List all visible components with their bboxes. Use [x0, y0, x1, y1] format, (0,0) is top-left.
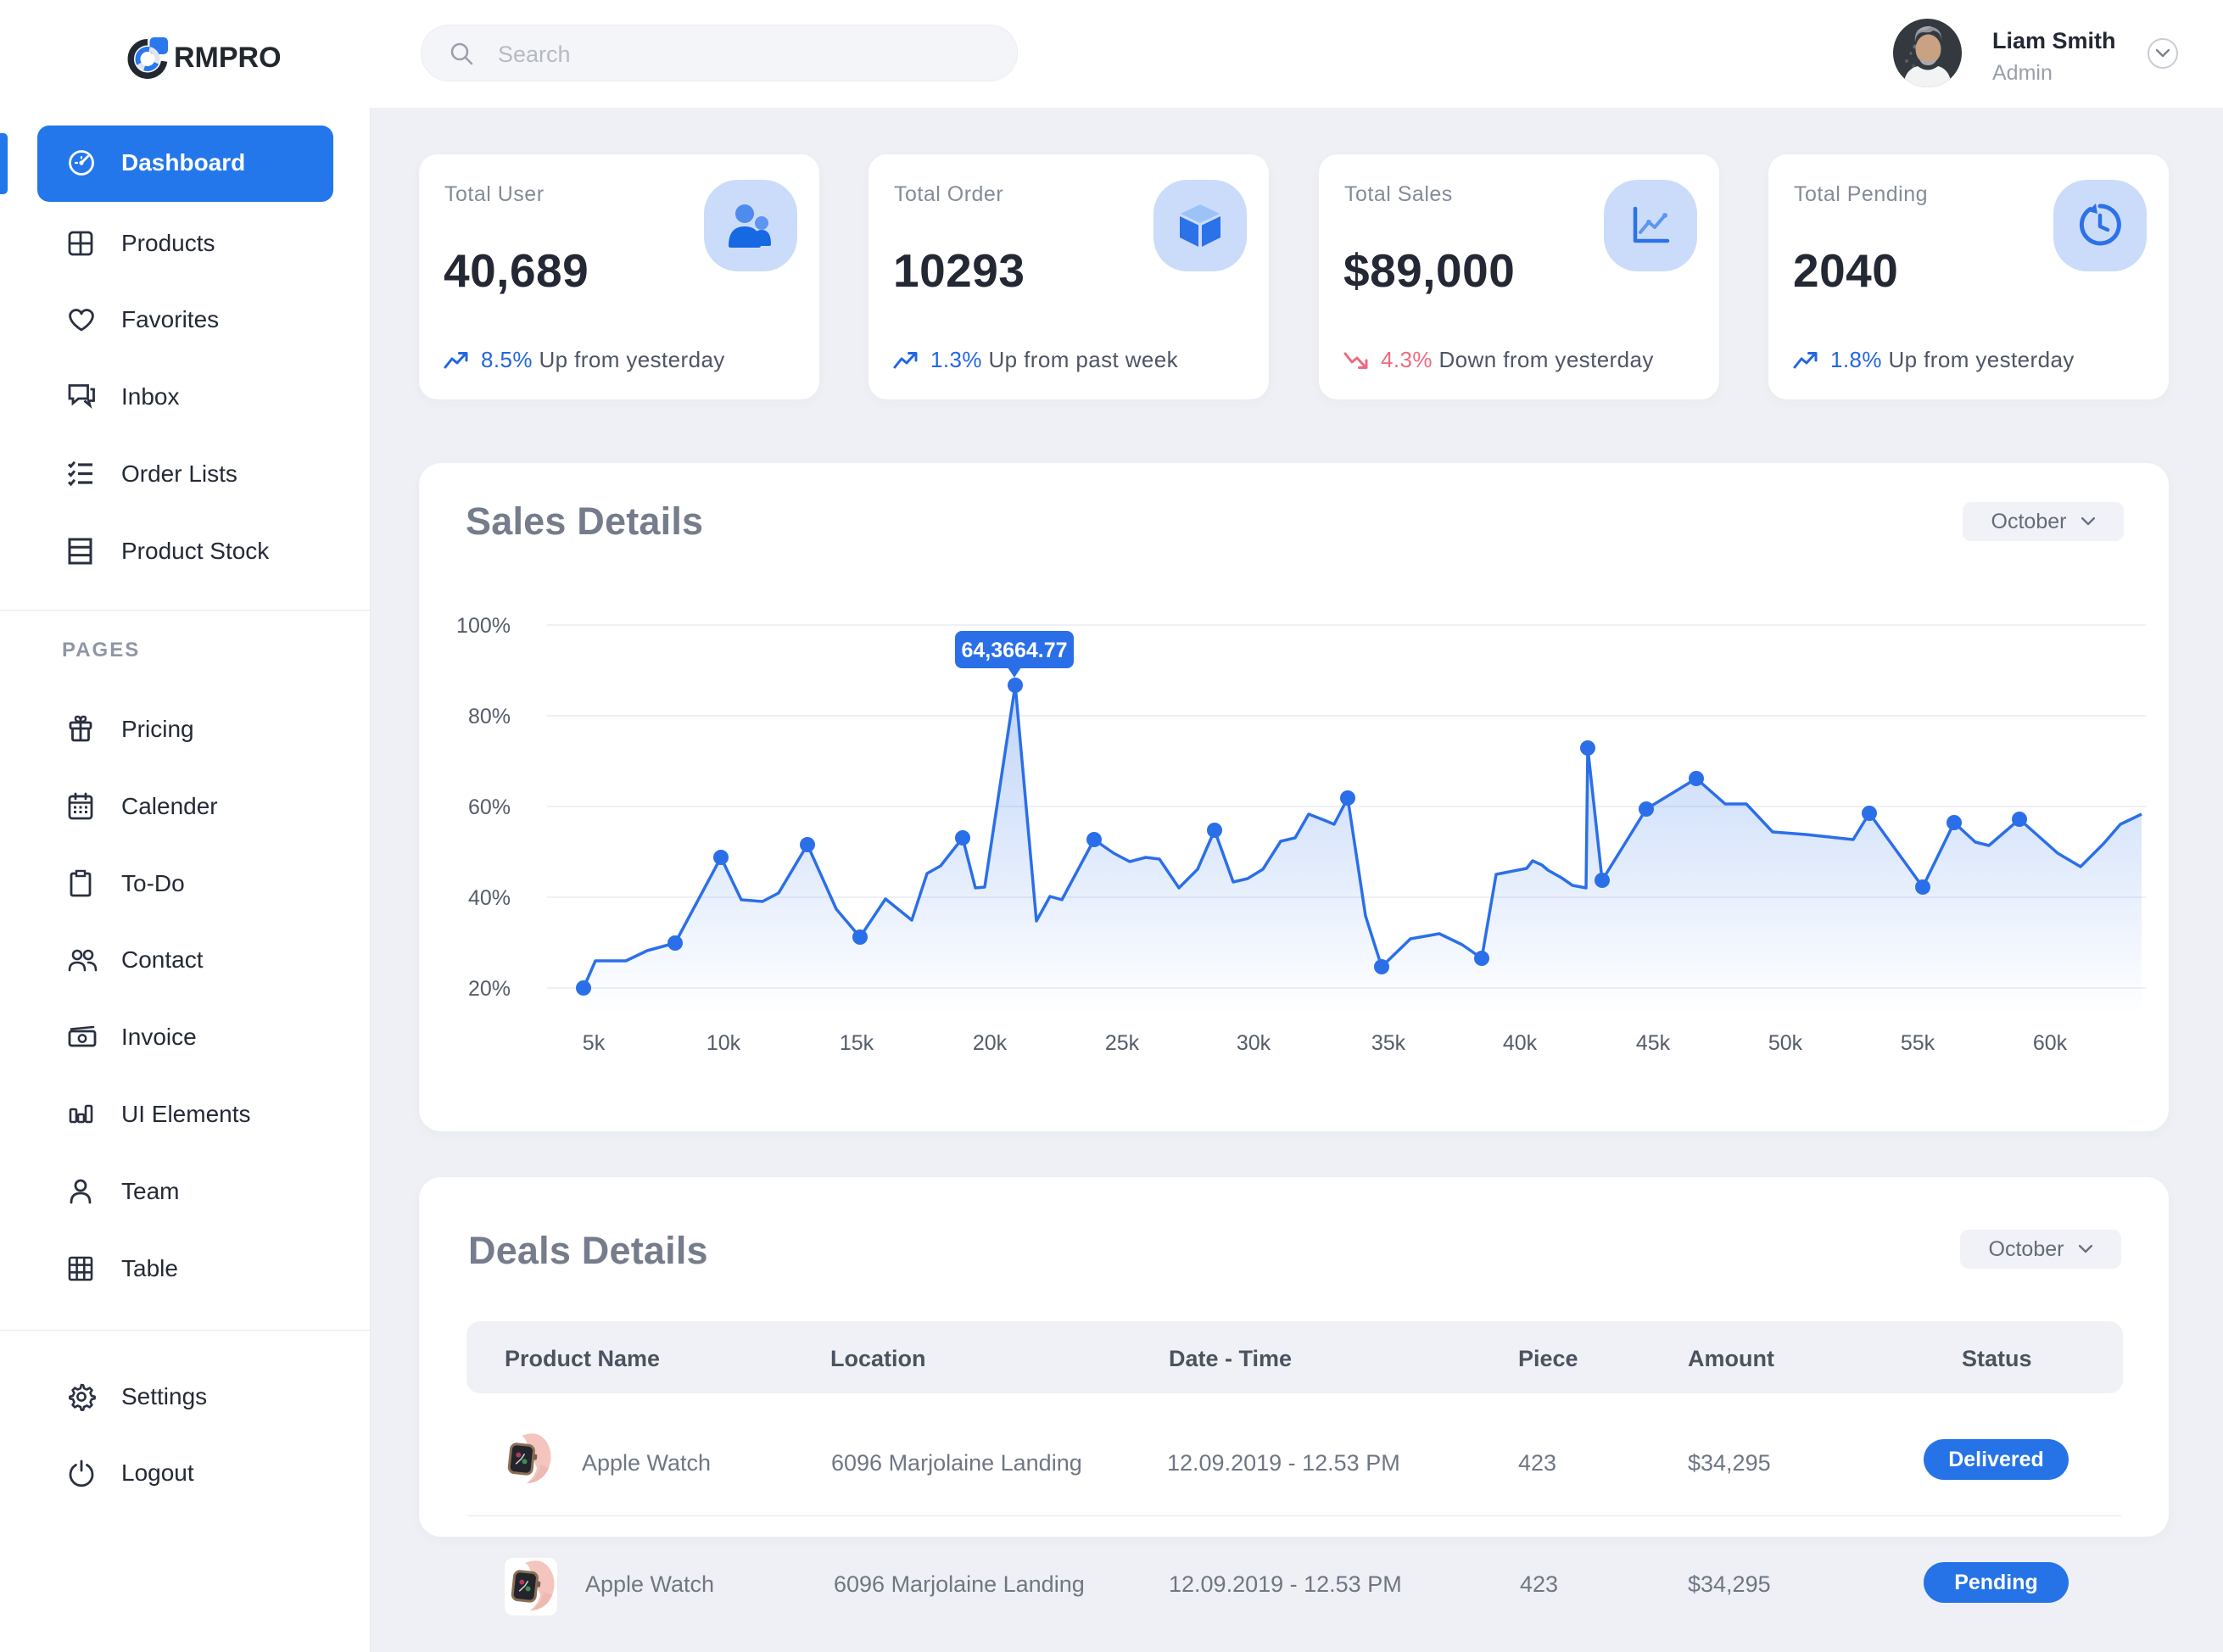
svg-text:55k: 55k — [1901, 1031, 1935, 1055]
svg-text:45k: 45k — [1636, 1031, 1671, 1055]
svg-text:100%: 100% — [456, 614, 511, 638]
svg-text:80%: 80% — [468, 705, 511, 728]
svg-text:20k: 20k — [973, 1031, 1008, 1055]
svg-text:40%: 40% — [468, 886, 511, 910]
svg-text:5k: 5k — [583, 1031, 606, 1055]
svg-text:10k: 10k — [707, 1031, 741, 1055]
svg-text:20%: 20% — [468, 977, 511, 1001]
svg-text:40k: 40k — [1503, 1031, 1538, 1055]
svg-text:35k: 35k — [1371, 1031, 1406, 1055]
svg-text:64,3664.77: 64,3664.77 — [961, 639, 1067, 662]
svg-text:60k: 60k — [2033, 1031, 2068, 1055]
svg-text:60%: 60% — [468, 795, 511, 819]
svg-text:50k: 50k — [1768, 1031, 1803, 1055]
svg-text:25k: 25k — [1105, 1031, 1140, 1055]
svg-text:15k: 15k — [840, 1031, 874, 1055]
svg-text:30k: 30k — [1237, 1031, 1271, 1055]
